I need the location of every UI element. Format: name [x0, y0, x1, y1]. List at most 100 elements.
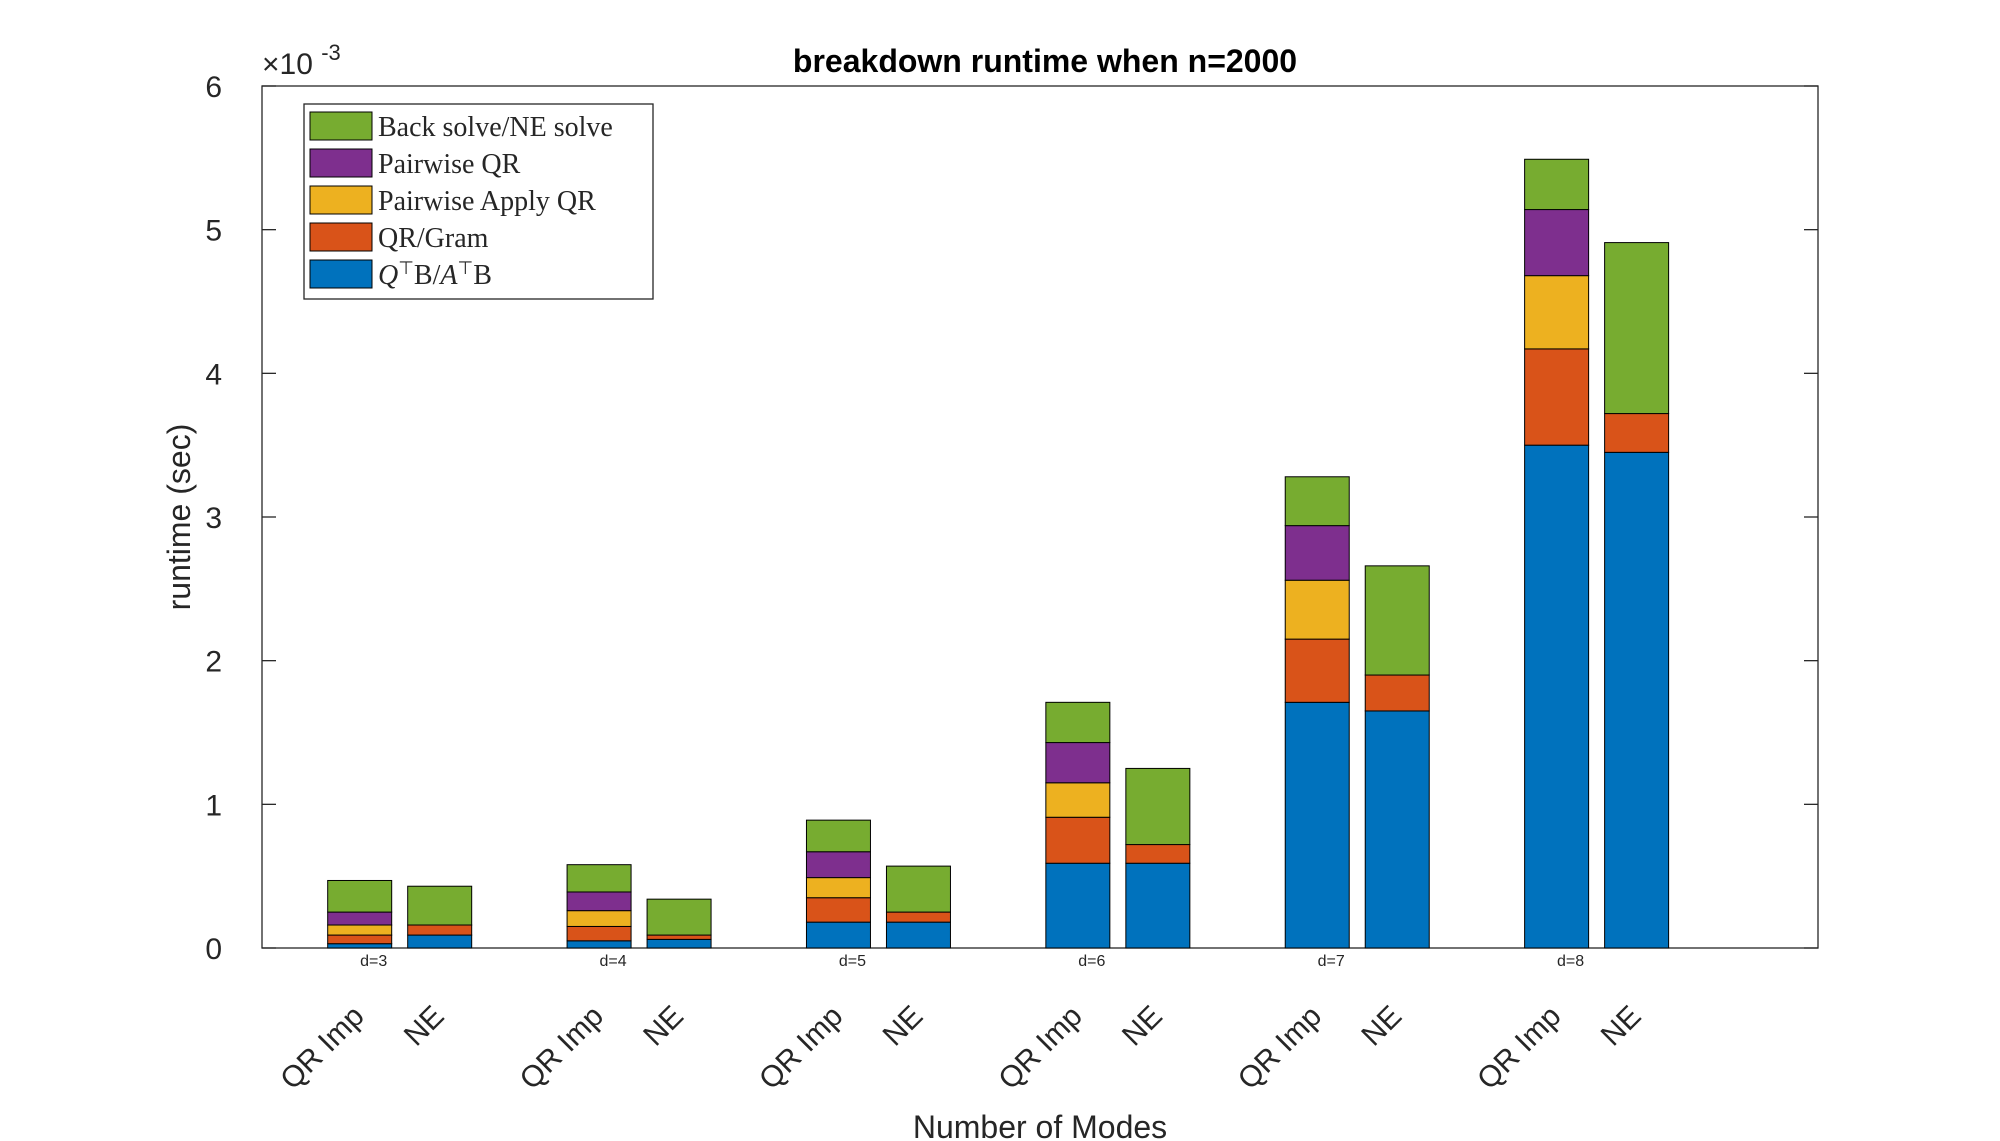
bar-segment	[805, 819, 871, 853]
bar-segment	[1524, 158, 1590, 211]
bar-segment	[1524, 209, 1590, 277]
bar-segment	[566, 910, 632, 927]
group-label: d=5	[839, 953, 866, 970]
legend-label: QR/Gram	[378, 223, 489, 254]
group-label: d=6	[1078, 953, 1105, 970]
bar-segment	[327, 911, 393, 926]
bar-segment	[805, 877, 871, 899]
bar-segment	[1125, 844, 1191, 864]
legend-label: Pairwise QR	[378, 149, 521, 180]
bar-segment	[805, 897, 871, 923]
bar-segment	[1045, 862, 1111, 949]
bar-segment	[1364, 565, 1430, 676]
legend-item: Q⊤B/A⊤B	[309, 258, 492, 291]
bar-segment	[1524, 275, 1590, 350]
bar-segment	[1284, 579, 1350, 640]
bar-segment	[327, 924, 393, 936]
group-label: d=8	[1557, 953, 1584, 970]
bar-segment	[407, 885, 473, 926]
legend-swatch	[309, 259, 373, 289]
legend-label-part: Q	[378, 260, 398, 291]
bar-segment	[566, 891, 632, 912]
bar-segment	[1284, 525, 1350, 581]
group-label: d=4	[600, 953, 627, 970]
bar-segment	[805, 851, 871, 879]
bar-segment	[646, 938, 712, 949]
legend-swatch	[309, 111, 373, 141]
bar-segment	[1524, 348, 1590, 446]
bar-segment	[1284, 638, 1350, 703]
bar-segment	[1045, 742, 1111, 784]
bar-segment	[1284, 701, 1350, 949]
y-exponent-base: ×10	[262, 48, 313, 81]
chart-title: breakdown runtime when n=2000	[793, 43, 1297, 79]
bar-series	[327, 158, 1670, 949]
bar-segment	[1604, 242, 1670, 415]
stacked-bar	[1045, 701, 1111, 949]
stacked-bar	[1364, 565, 1430, 949]
bar-segment	[407, 934, 473, 949]
bar-segment	[566, 925, 632, 942]
bar-segment	[1045, 782, 1111, 818]
stacked-bar	[646, 898, 712, 949]
stacked-bar	[1125, 767, 1191, 949]
bar-group	[566, 864, 712, 949]
bar-segment	[1125, 767, 1191, 846]
legend-label-part: B	[473, 260, 492, 291]
legend-label-part: ⊤	[458, 258, 474, 278]
bar-segment	[327, 934, 393, 945]
bar-segment	[327, 879, 393, 913]
legend-label: Q⊤B/A⊤B	[378, 258, 492, 291]
stacked-bar	[1284, 476, 1350, 949]
bar-segment	[327, 943, 393, 949]
bar-segment	[1364, 674, 1430, 712]
legend-label-part: ⊤	[398, 258, 414, 278]
svg-text:×10 -3: ×10 -3	[262, 40, 341, 81]
legend-label: Pairwise Apply QR	[378, 186, 596, 217]
stacked-bar	[1604, 242, 1670, 949]
bar-segment	[1125, 862, 1191, 949]
legend-swatch	[309, 185, 373, 215]
group-label: d=7	[1318, 953, 1345, 970]
bar-segment	[646, 898, 712, 936]
bar-segment	[646, 934, 712, 940]
y-tick-label: 2	[205, 646, 222, 679]
legend-item: Back solve/NE solve	[309, 111, 613, 143]
y-tick-label: 5	[205, 215, 222, 248]
y-tick-label: 4	[205, 358, 222, 391]
bar-segment	[1284, 476, 1350, 527]
legend-item: Pairwise Apply QR	[309, 185, 596, 217]
y-axis-label: runtime (sec)	[161, 424, 197, 611]
legend-label: Back solve/NE solve	[378, 112, 613, 143]
bar-segment	[1045, 701, 1111, 744]
y-axis: 0 1 2 3 4 5 6	[205, 71, 1818, 966]
bar-segment	[407, 924, 473, 936]
bar-group	[805, 819, 951, 949]
y-tick-label: 1	[205, 789, 222, 822]
y-tick-label: 0	[205, 933, 222, 966]
legend-label-part: A	[438, 260, 458, 291]
bar-group	[1524, 158, 1670, 949]
bar-segment	[1045, 816, 1111, 864]
stacked-bar	[805, 819, 871, 949]
bar-segment	[1364, 710, 1430, 949]
y-exponent-power: -3	[321, 40, 341, 65]
legend-item: Pairwise QR	[309, 148, 521, 180]
bar-segment	[885, 921, 951, 949]
legend-item: QR/Gram	[309, 222, 489, 254]
y-tick-label: 6	[205, 71, 222, 104]
legend: Back solve/NE solve Pairwise QR Pairwise A…	[303, 103, 654, 300]
bar-segment	[1524, 444, 1590, 949]
bar-group	[327, 879, 473, 949]
stacked-bar	[1524, 158, 1590, 949]
group-label: d=3	[360, 953, 387, 970]
bar-segment	[566, 940, 632, 949]
y-tick-label: 3	[205, 502, 222, 535]
bar-segment	[566, 864, 632, 893]
y-exponent-label: ×10 -3	[262, 40, 341, 81]
bar-segment	[885, 865, 951, 913]
stacked-bar	[885, 865, 951, 949]
bar-segment	[1604, 451, 1670, 949]
bar-segment	[1604, 413, 1670, 453]
